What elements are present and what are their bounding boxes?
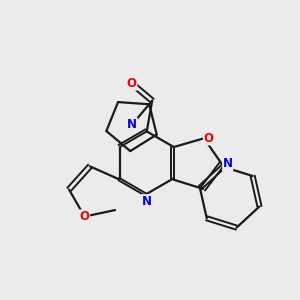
Text: N: N [142,195,152,208]
Text: N: N [223,158,233,170]
Text: O: O [80,210,90,223]
Text: O: O [127,77,137,90]
Text: O: O [203,132,214,145]
Text: N: N [127,118,137,131]
